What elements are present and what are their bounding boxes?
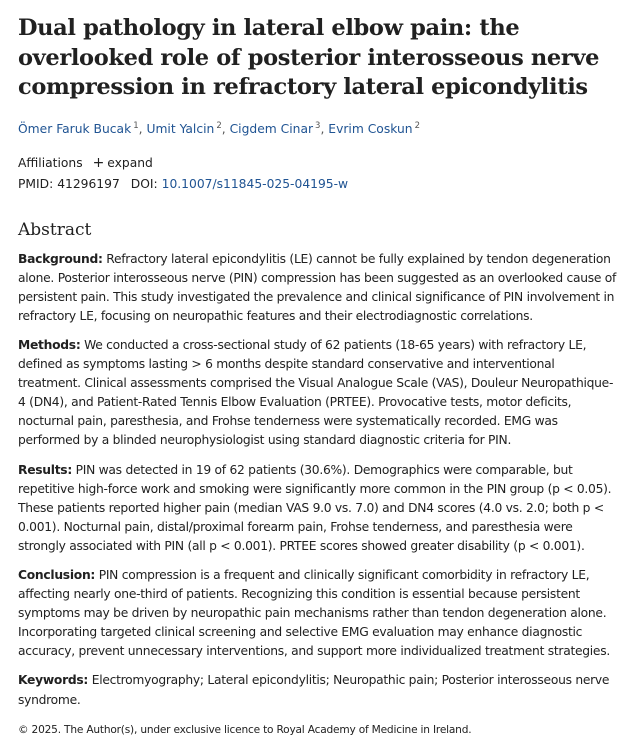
- author-link[interactable]: Cigdem Cinar: [229, 121, 314, 136]
- copyright-notice: © 2025. The Author(s), under exclusive l…: [18, 723, 472, 736]
- author-link[interactable]: Evrim Coskun: [328, 121, 413, 136]
- author-link[interactable]: Umit Yalcin: [146, 121, 215, 136]
- conclusion-text: PIN compression is a frequent and clinic…: [18, 568, 610, 659]
- background-label: Background:: [18, 251, 103, 266]
- author-link[interactable]: Ömer Faruk Bucak: [18, 121, 132, 136]
- abstract-conclusion: Conclusion: PIN compression is a frequen…: [18, 566, 618, 661]
- keywords: Keywords: Electromyography; Lateral epic…: [18, 671, 618, 709]
- expand-label: expand: [107, 155, 153, 170]
- results-label: Results:: [18, 462, 72, 477]
- author-separator: ,: [221, 121, 230, 136]
- affiliation-ref[interactable]: 2: [216, 120, 222, 131]
- abstract-results: Results: PIN was detected in 19 of 62 pa…: [18, 461, 618, 556]
- affiliations-row: Affiliations + expand: [18, 154, 618, 172]
- pmid-value: 41296197: [57, 176, 120, 191]
- article-title: Dual pathology in lateral elbow pain: th…: [18, 15, 600, 100]
- plus-icon: +: [92, 154, 105, 171]
- keywords-label: Keywords:: [18, 673, 89, 688]
- keywords-text: Electromyography; Lateral epicondylitis;…: [18, 673, 610, 707]
- affiliation-ref[interactable]: 3: [315, 120, 321, 131]
- identifiers-row: PMID: 41296197 DOI: 10.1007/s11845-025-04…: [18, 175, 618, 193]
- doi-link[interactable]: 10.1007/s11845-025-04195-w: [161, 176, 349, 191]
- abstract-methods: Methods: We conducted a cross-sectional …: [18, 336, 618, 451]
- authors-list: Ömer Faruk Bucak 1, Umit Yalcin 2, Cigdem …: [18, 117, 618, 138]
- abstract-background: Background: Refractory lateral epicondyl…: [18, 250, 618, 326]
- affiliation-ref[interactable]: 2: [414, 120, 420, 131]
- methods-text: We conducted a cross-sectional study of …: [18, 337, 614, 448]
- results-text: PIN was detected in 19 of 62 patients (3…: [18, 462, 612, 553]
- abstract-heading: Abstract: [18, 219, 92, 240]
- affiliations-label: Affiliations: [18, 155, 83, 170]
- article-container: Dual pathology in lateral elbow pain: th…: [18, 14, 618, 738]
- expand-affiliations-button[interactable]: + expand: [92, 154, 153, 171]
- conclusion-label: Conclusion:: [18, 568, 96, 582]
- affiliation-ref[interactable]: 1: [133, 120, 139, 131]
- author-separator: ,: [138, 121, 147, 136]
- pmid-label: PMID:: [18, 176, 54, 191]
- background-text: Refractory lateral epicondylitis (LE) ca…: [18, 251, 617, 323]
- methods-label: Methods:: [18, 337, 81, 352]
- author-separator: ,: [320, 121, 329, 136]
- doi-label: DOI:: [130, 176, 158, 191]
